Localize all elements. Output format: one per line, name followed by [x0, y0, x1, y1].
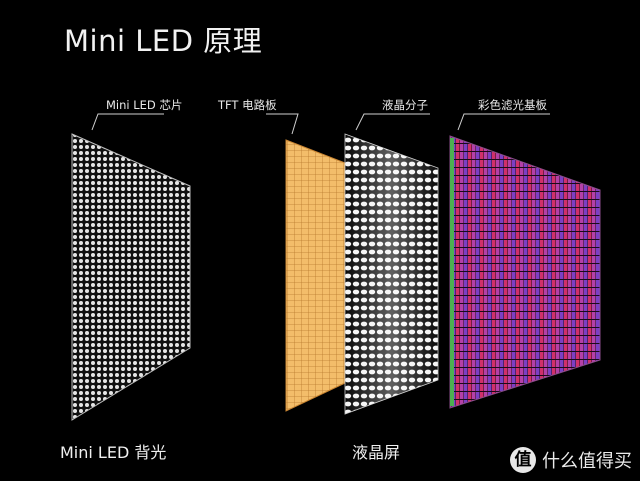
- watermark-text: 什么值得买: [542, 451, 632, 472]
- filter-label: 彩色滤光基板: [478, 98, 547, 112]
- tft-leader-line: [266, 113, 299, 135]
- chip-label: Mini LED 芯片: [106, 98, 183, 112]
- chip-leader-line: [91, 113, 164, 131]
- led-backlight-panel: [71, 133, 191, 421]
- watermark-logo-icon: 值: [510, 447, 536, 473]
- tft-board-panel: [285, 139, 346, 412]
- backlight-caption: Mini LED 背光: [60, 443, 167, 462]
- lcd-caption: 液晶屏: [352, 443, 401, 462]
- watermark: 值 什么值得买: [510, 447, 632, 473]
- diagram-title: Mini LED 原理: [64, 24, 263, 58]
- lc-leader-line: [355, 113, 430, 131]
- lc-label: 液晶分子: [382, 98, 428, 112]
- liquid-crystal-glow: [345, 134, 438, 414]
- filter-leader-line: [457, 113, 550, 131]
- tft-label: TFT 电路板: [218, 98, 277, 112]
- color-filter-panel: [449, 135, 601, 409]
